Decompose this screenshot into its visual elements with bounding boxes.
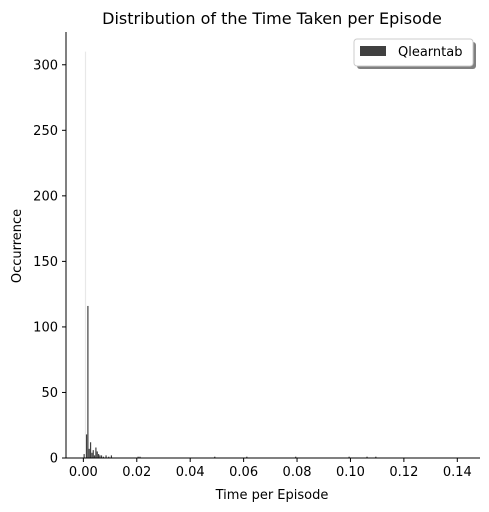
bar [102,456,104,458]
bar [139,456,141,458]
bar [295,456,297,458]
x-axis-label: Time per Episode [215,488,329,503]
bar [95,447,97,458]
bar [108,456,110,458]
bar [375,456,377,458]
bar [84,51,87,458]
bar [105,455,107,458]
bar [246,456,248,458]
bars-group [83,51,377,458]
bar [99,455,101,458]
x-tick-label: 0.06 [229,465,258,480]
legend: Qlearntab [353,38,476,69]
bar [88,448,90,458]
bar [348,456,350,458]
x-tick-label: 0.00 [69,465,98,480]
y-tick-label: 200 [33,189,58,204]
x-tick-label: 0.04 [176,465,205,480]
bar [89,442,92,458]
y-tick-label: 100 [33,320,58,335]
legend-frame [353,38,474,67]
y-tick-label: 250 [33,124,58,139]
bar [97,454,100,458]
chart-title: Distribution of the Time Taken per Episo… [102,9,442,28]
bar [85,434,88,458]
bar [366,456,368,458]
x-tick-label: 0.14 [443,465,472,480]
bar [110,455,113,458]
bar [83,454,85,458]
bar [214,456,216,458]
bar [96,451,98,458]
bar [137,456,139,458]
bar [93,455,96,458]
y-tick-label: 300 [33,58,58,73]
y-tick-label: 50 [41,386,58,401]
bar [87,305,89,458]
y-tick-label: 150 [33,255,58,270]
x-tick-label: 0.12 [389,465,418,480]
bar [92,450,94,458]
y-tick-label: 0 [50,452,58,467]
x-tick-label: 0.02 [122,465,151,480]
bar [91,452,93,458]
legend-swatch [360,46,386,56]
legend-label: Qlearntab [398,45,462,60]
bar [100,455,103,458]
x-tick-label: 0.08 [283,465,312,480]
y-axis-label: Occurrence [10,209,25,283]
x-tick-label: 0.10 [336,465,365,480]
axes-group: 0.00 0.02 0.04 0.06 0.08 0.10 0.12 0.14 0 50 100 15… [33,32,480,480]
